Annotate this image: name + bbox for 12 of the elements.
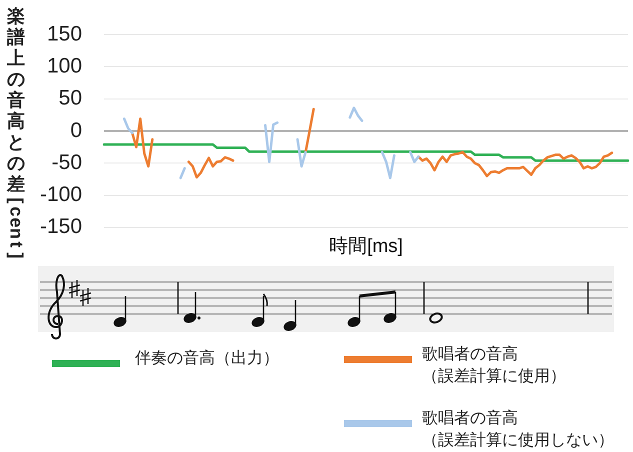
y-tick-label: -50 <box>52 150 82 174</box>
legend-label: 歌唱者の音高（誤差計算に使用しない） <box>422 408 615 451</box>
y-tick-label: 50 <box>58 86 82 110</box>
legend-label: 伴奏の音高（出力） <box>135 348 280 369</box>
x-axis-title: 時間[ms] <box>329 236 403 258</box>
y-tick-label: 150 <box>46 22 82 46</box>
y-tick-label: -150 <box>40 215 82 238</box>
y-tick-label: 0 <box>70 118 82 142</box>
text: 楽譜上の音高との差[cent] <box>6 6 26 258</box>
y-tick-label: 100 <box>46 54 82 78</box>
y-tick-label: -100 <box>40 183 82 206</box>
legend-label: 歌唱者の音高（誤差計算に使用） <box>422 344 567 387</box>
